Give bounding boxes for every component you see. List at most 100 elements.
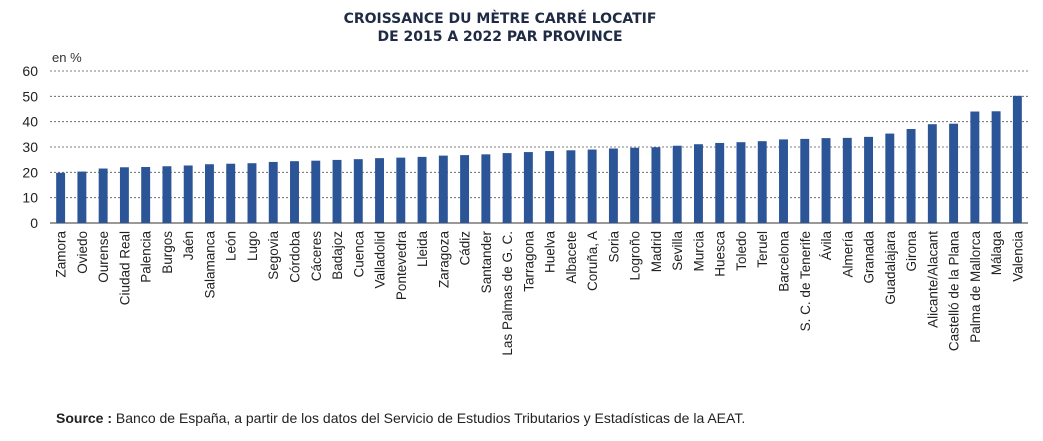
x-tick-label: Coruña, A <box>585 231 600 291</box>
y-axis-unit-label: en % <box>52 50 82 65</box>
x-tick-label: Oviedo <box>75 231 90 274</box>
bar <box>800 138 810 223</box>
bar <box>311 160 321 223</box>
x-tick-label: Palencia <box>139 231 154 283</box>
chart-title-line-1: CROISSANCE DU MÈTRE CARRÉ LOCATIF <box>343 11 657 27</box>
bar <box>1012 95 1022 223</box>
x-tick-label: Badajoz <box>330 231 345 280</box>
bar <box>693 144 703 223</box>
bar <box>927 124 937 223</box>
bar <box>268 161 278 223</box>
y-tick-label: 10 <box>22 190 38 206</box>
bar <box>608 148 618 223</box>
chart-title-line-2: DE 2015 A 2022 PAR PROVINCE <box>377 29 623 45</box>
x-tick-label: Ourense <box>96 231 111 283</box>
x-tick-label: Castelló de la Plana <box>947 231 962 352</box>
bar <box>98 168 108 223</box>
bar <box>906 129 916 223</box>
bar <box>864 136 874 223</box>
y-tick-label: 0 <box>30 215 38 231</box>
bar <box>523 152 533 223</box>
x-tick-label: Cáceres <box>309 231 324 282</box>
source-label: Source : <box>56 410 113 426</box>
x-tick-label: Zaragoza <box>436 231 451 289</box>
x-tick-label: Santander <box>479 231 494 294</box>
bar <box>353 159 363 223</box>
x-tick-label: S. C. de Tenerife <box>798 231 813 331</box>
y-tick-label: 50 <box>22 88 38 104</box>
x-tick-label: Las Palmas de G. C. <box>500 231 515 356</box>
x-tick-label: Huelva <box>543 231 558 274</box>
x-tick-label: Alicante/Alacant <box>925 231 940 328</box>
x-tick-label: Ciudad Real <box>117 231 132 305</box>
x-tick-label: Girona <box>904 231 919 272</box>
bar <box>417 156 427 223</box>
x-tick-label: Córdoba <box>288 231 303 283</box>
x-tick-label: Madrid <box>649 231 664 272</box>
bar <box>332 159 342 223</box>
x-tick-label: Albacete <box>564 231 579 284</box>
bar <box>226 163 236 223</box>
x-tick-label: Tarragona <box>521 231 536 292</box>
x-tick-label: Murcia <box>691 231 706 272</box>
bar <box>991 111 1001 223</box>
bar <box>183 165 193 223</box>
x-tick-label: Jaén <box>181 231 196 260</box>
bar <box>736 142 746 223</box>
bar <box>970 111 980 223</box>
source-text: Banco de España, a partir de los datos d… <box>112 410 746 426</box>
y-tick-label: 40 <box>22 114 38 130</box>
bar <box>545 151 555 223</box>
bar <box>141 167 151 223</box>
bar <box>481 154 491 223</box>
y-tick-label: 20 <box>22 164 38 180</box>
x-tick-label: Valencia <box>1010 231 1025 282</box>
source-note: Source : Banco de España, a partir de lo… <box>56 410 745 426</box>
x-tick-label: Málaga <box>989 231 1004 276</box>
x-tick-label: Toledo <box>734 231 749 271</box>
bar <box>566 150 576 223</box>
x-tick-label: Sevilla <box>670 231 685 271</box>
bar <box>204 164 214 223</box>
chart-title: CROISSANCE DU MÈTRE CARRÉ LOCATIF DE 201… <box>300 10 700 46</box>
x-tick-label: Zamora <box>54 231 69 278</box>
x-tick-label: Logroño <box>628 231 643 281</box>
x-tick-label: Lugo <box>245 231 260 261</box>
bar <box>949 123 959 223</box>
bar <box>119 167 129 223</box>
x-tick-label: Burgos <box>160 231 175 274</box>
x-tick-label: Cádiz <box>458 231 473 266</box>
x-tick-label: Barcelona <box>777 231 792 292</box>
x-tick-label: Salamanca <box>202 231 217 299</box>
bar <box>672 145 682 223</box>
x-tick-label: Segovia <box>266 231 281 280</box>
bar <box>842 137 852 223</box>
x-tick-label: Palma de Mallorca <box>968 231 983 343</box>
x-tick-label: Soria <box>606 231 621 263</box>
bar <box>247 163 257 223</box>
bar <box>56 172 66 223</box>
bar <box>587 149 597 223</box>
bar <box>757 141 767 223</box>
x-tick-label: León <box>224 231 239 261</box>
x-tick-label: Guadalajara <box>883 231 898 305</box>
bar <box>715 142 725 223</box>
x-tick-label: Teruel <box>755 231 770 268</box>
bar <box>438 155 448 223</box>
x-tick-label: Cuenca <box>351 231 366 278</box>
y-tick-label: 30 <box>22 139 38 155</box>
x-tick-label: Almería <box>840 231 855 278</box>
bar <box>375 158 385 223</box>
x-tick-label: Lleida <box>415 231 430 268</box>
bar <box>779 139 788 223</box>
bar <box>162 166 172 223</box>
bar <box>630 147 640 223</box>
bar <box>460 155 470 223</box>
y-tick-label: 60 <box>22 63 38 79</box>
bar <box>651 147 661 223</box>
x-tick-label: Valladolid <box>373 231 388 289</box>
x-tick-label: Pontevedra <box>394 231 409 301</box>
bar <box>502 153 512 223</box>
x-tick-label: Ávila <box>819 231 834 261</box>
